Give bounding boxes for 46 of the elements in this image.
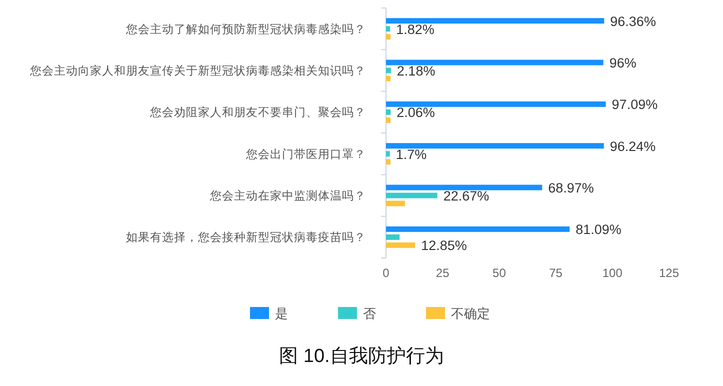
data-label: 81.09%: [576, 222, 622, 238]
bar: [386, 234, 400, 240]
bar: [386, 68, 391, 74]
bar: [386, 159, 391, 165]
bar: [386, 60, 604, 66]
bar: [386, 26, 390, 32]
legend-label: 不确定: [451, 306, 490, 321]
bar: [386, 117, 391, 123]
bar: [386, 242, 416, 248]
y-tick-label: 您会劝阻家人和朋友不要串门、聚会吗？: [149, 105, 366, 120]
data-label: 2.06%: [396, 105, 435, 120]
bar: [386, 192, 438, 198]
data-label: 68.97%: [548, 180, 594, 196]
x-tick-label: 25: [436, 266, 450, 280]
bar: [386, 143, 604, 149]
data-label: 96.36%: [610, 14, 656, 29]
y-tick-label: 您会主动了解如何预防新型冠状病毒感染吗？: [125, 22, 366, 36]
bar: [386, 151, 390, 157]
data-label: 96.24%: [610, 138, 656, 154]
bar: [386, 101, 606, 107]
bar: [386, 200, 406, 206]
data-label: 22.67%: [443, 188, 490, 204]
data-label: 2.18%: [396, 64, 436, 78]
bar: [386, 226, 570, 232]
data-label: 96%: [609, 56, 636, 70]
legend-label: 是: [275, 306, 288, 321]
y-tick-label: 您会主动向家人和朋友宣传关于新型冠状病毒感染相关知识吗？: [29, 64, 366, 78]
y-tick-label: 您会主动在家中监测体温吗？: [209, 188, 366, 202]
data-label: 1.7%: [396, 146, 427, 162]
x-tick-label: 100: [602, 266, 623, 280]
text: 图 10.自我防护行为: [279, 345, 444, 367]
bar: [386, 184, 542, 190]
bar: [386, 18, 604, 24]
x-tick-label: 125: [658, 266, 680, 280]
bar: [386, 76, 391, 82]
legend-label: 否: [363, 306, 376, 321]
bar: [386, 34, 391, 40]
x-tick-label: 0: [382, 266, 390, 280]
x-tick-label: 50: [492, 266, 506, 280]
y-tick-label: 如果有选择，您会接种新型冠状病毒疫苗吗？: [126, 230, 366, 244]
data-label: 1.82%: [396, 22, 434, 37]
data-label: 97.09%: [612, 97, 658, 112]
data-label: 12.85%: [421, 238, 467, 254]
bar: [386, 109, 391, 115]
y-tick-label: 您会出门带医用口罩？: [245, 146, 366, 161]
x-tick-label: 75: [549, 266, 563, 280]
